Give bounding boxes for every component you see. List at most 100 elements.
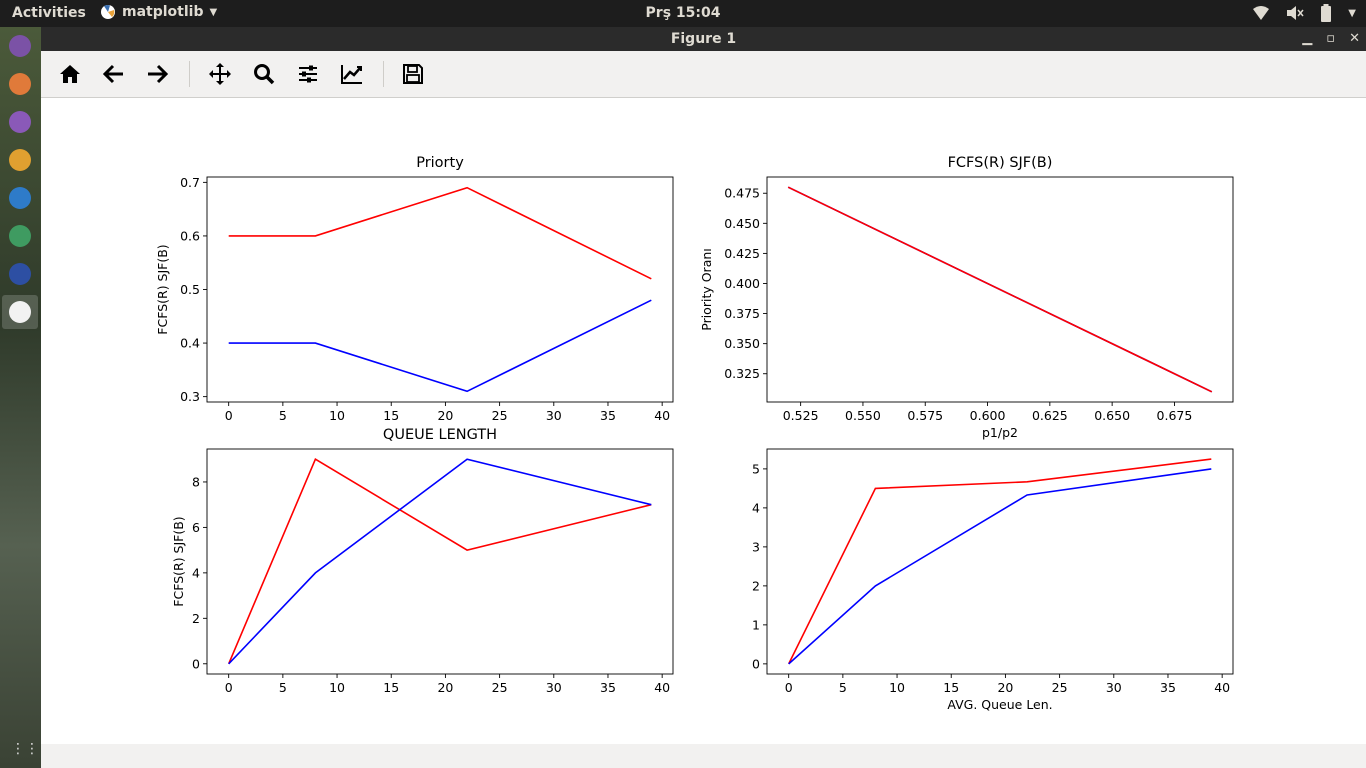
x-tick-label: 0.675 [1157,408,1193,423]
y-tick-label: 8 [192,474,200,489]
save-button[interactable] [400,61,426,87]
y-tick-label: 0.350 [724,336,760,351]
x-tick-label: 0 [225,680,233,695]
x-tick-label: 0.575 [907,408,943,423]
x-tick-label: 15 [383,408,399,423]
text-editor-icon[interactable] [9,111,31,133]
y-tick-label: 4 [752,500,760,515]
series-line-2 [787,186,1213,393]
close-icon[interactable]: ✕ [1349,31,1360,46]
chevron-down-icon[interactable]: ▼ [1348,7,1356,19]
x-tick-label: 10 [329,680,345,695]
vlc-icon[interactable] [9,149,31,171]
app-menu[interactable]: matplotlib ▼ [100,4,217,20]
x-tick-label: 35 [1160,680,1176,695]
y-tick-label: 0.7 [180,175,200,190]
figure-window: Figure 1 ▁ ▫ ✕ [41,27,1366,768]
y-tick-label: 1 [752,617,760,632]
vscode-icon[interactable] [9,263,31,285]
figure-svg: 0 5 10 15 20 25 30 35 400.30.40.50.60.7PriortyFC… [155,155,1234,712]
x-tick-label: 10 [889,680,905,695]
x-tick-label: 5 [279,680,287,695]
axes-frame [206,448,674,675]
x-tick-label: 20 [437,408,453,423]
edit-axis-button[interactable] [339,61,365,87]
x-tick-label: 35 [600,408,616,423]
wifi-icon[interactable] [1252,5,1270,21]
x-tick-label: 0 [785,680,793,695]
system-tray[interactable]: ▼ [1252,4,1356,22]
home-icon [60,65,80,83]
save-icon [403,64,423,84]
x-tick-label: 0.525 [783,408,819,423]
opera-icon[interactable] [9,187,31,209]
axes-frame [766,176,1234,403]
x-tick-label: 40 [654,680,670,695]
y-tick-label: 5 [752,461,760,476]
x-axis-label: AVG. Queue Len. [947,697,1052,712]
x-tick-label: 10 [329,408,345,423]
forward-button[interactable] [144,61,170,87]
edit-axis-icon [341,65,362,84]
chart-title: QUEUE LENGTH [383,427,497,443]
configure-subplots-button[interactable] [295,61,321,87]
x-tick-label: 15 [943,680,959,695]
maximize-icon[interactable]: ▫ [1326,31,1336,46]
x-axis-label: p1/p2 [982,425,1018,440]
y-axis-label: FCFS(R) SJF(B) [155,244,170,334]
battery-icon[interactable] [1320,4,1332,22]
matplotlib-dock-icon[interactable] [9,301,31,323]
x-tick-label: 5 [839,680,847,695]
app-menu-label: matplotlib [122,4,204,20]
zoom-button[interactable] [251,61,277,87]
x-tick-label: 20 [997,680,1013,695]
x-tick-label: 35 [600,680,616,695]
x-tick-label: 0.550 [845,408,881,423]
x-tick-label: 5 [279,408,287,423]
window-title: Figure 1 [670,31,737,47]
x-tick-label: 40 [654,408,670,423]
y-tick-label: 0.4 [180,336,200,351]
x-tick-label: 0.650 [1094,408,1130,423]
minimize-icon[interactable]: ▁ [1302,31,1313,46]
y-tick-label: 0 [192,656,200,671]
x-tick-label: 20 [437,680,453,695]
series-line-2 [228,458,652,665]
chart-title: FCFS(R) SJF(B) [948,155,1053,171]
y-tick-label: 6 [192,520,200,535]
android-studio-icon[interactable] [9,225,31,247]
navigation-toolbar [41,51,1366,98]
y-tick-label: 0.325 [724,366,760,381]
y-tick-label: 0.6 [180,228,200,243]
series-line-1 [227,458,652,665]
subplot-3: 0 5 10 15 20 25 30 35 40 0 2 4 6 8 QUEUE LENGTH FCFS(R)… [171,427,674,695]
subplot-4: 0 5 10 15 20 25 30 35 40 0 1 2 3 4 5 AVG. Queue Len. [752,448,1234,712]
volume-muted-icon[interactable] [1286,5,1304,21]
activities-button[interactable]: Activities [12,5,86,21]
series-line-2 [788,468,1212,665]
home-button[interactable] [57,61,83,87]
status-bar [41,744,1366,768]
music-player-icon[interactable] [9,73,31,95]
y-axis-label: Priority Oranı [699,248,714,331]
x-tick-label: 25 [492,408,508,423]
figure-canvas[interactable]: 0 5 10 15 20 25 30 35 40 0.3 0.4 0.5 0.6 0.7 Priorty FC… [41,98,1366,744]
x-tick-label: 25 [1052,680,1068,695]
pan-button[interactable] [207,61,233,87]
y-tick-label: 0.475 [724,186,760,201]
y-tick-label: 2 [192,611,200,626]
y-tick-label: 0.3 [180,389,200,404]
subplot-2: 0.525 0.550 0.575 0.600 0.625 0.650 0.675 0.325… [699,155,1234,440]
x-tick-label: 40 [1214,680,1230,695]
x-tick-label: 30 [546,408,562,423]
y-tick-label: 0.425 [724,246,760,261]
back-button[interactable] [101,61,127,87]
files-icon[interactable] [9,35,31,57]
x-tick-label: 15 [383,680,399,695]
subplot-1: 0 5 10 15 20 25 30 35 40 0.3 0.4 0.5 0.6 0.7 Priorty FC… [155,155,674,423]
axes-frame [206,176,674,403]
x-tick-label: 25 [492,680,508,695]
system-top-bar: Activities matplotlib ▼ Prş 15:04 ▼ [0,0,1366,27]
y-tick-label: 3 [752,539,760,554]
window-title-bar[interactable]: Figure 1 ▁ ▫ ✕ [41,27,1366,51]
